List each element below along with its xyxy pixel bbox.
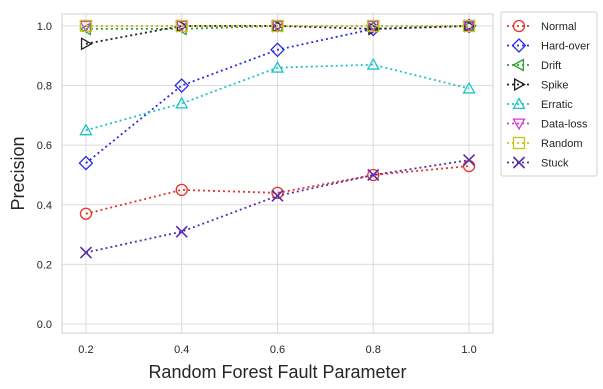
legend-marker [512, 136, 526, 150]
data-point-marker [174, 78, 190, 93]
y-axis-title: Precision [8, 136, 28, 210]
legend-item: Erratic [507, 97, 573, 111]
y-tick-label: 0.0 [37, 319, 52, 331]
data-point-marker [462, 154, 476, 167]
x-tick-label: 0.8 [366, 344, 381, 356]
series-line [85, 25, 470, 45]
data-point-marker [175, 19, 188, 33]
legend-marker [512, 19, 526, 33]
legend-item: Stuck [507, 156, 569, 170]
legend-label: Data-loss [541, 119, 588, 131]
data-point-marker [367, 168, 380, 182]
legend: Normal Hard-over Drift Spike Erratic Data-los… [500, 11, 598, 177]
data-point-marker [175, 96, 189, 109]
legend-item: Spike [507, 77, 569, 92]
data-point-marker [80, 37, 93, 51]
legend-item: Drift [507, 58, 561, 72]
data-point-marker [78, 155, 94, 171]
series-erratic [79, 57, 476, 136]
legend-item: Normal [507, 19, 576, 33]
legend-marker [512, 97, 526, 110]
data-point-marker [79, 19, 93, 33]
data-point-marker [79, 246, 93, 259]
data-point-marker [462, 81, 476, 94]
series-line [85, 63, 470, 132]
data-point-marker [271, 19, 284, 33]
x-tick-label: 0.2 [78, 344, 93, 356]
data-point-marker [270, 60, 285, 73]
data-point-marker [271, 186, 284, 200]
legend-item: Hard-over [507, 38, 590, 53]
series-stuck [79, 154, 476, 259]
x-tick-label: 1.0 [461, 344, 476, 356]
legend-marker [512, 156, 526, 169]
data-point-marker [175, 225, 188, 238]
data-point-marker [366, 57, 380, 70]
data-point-marker [79, 207, 93, 220]
y-tick-label: 0.6 [37, 140, 52, 152]
data-point-marker [367, 168, 380, 182]
legend-label: Spike [541, 80, 569, 92]
data-point-marker [271, 189, 284, 202]
y-tick-label: 0.4 [37, 200, 52, 212]
legend-marker [512, 58, 525, 72]
legend-marker [511, 38, 527, 53]
data-point-marker [79, 20, 93, 33]
legend-box [500, 11, 598, 177]
data-point-marker [175, 20, 189, 33]
data-point-marker [272, 19, 285, 33]
legend-item: Random [507, 136, 583, 150]
data-point-marker [367, 19, 380, 33]
data-point-marker [270, 42, 285, 58]
x-tick-label: 0.6 [270, 344, 285, 356]
series-random [79, 19, 476, 33]
legend-marker [513, 77, 526, 92]
legend-marker [512, 118, 526, 131]
data-point-marker [175, 183, 188, 197]
x-tick-label: 0.4 [174, 344, 189, 356]
tick-labels: 0.2 0.4 0.6 0.8 1.0 0.0 0.2 0.4 0.6 0.8 1.0 [37, 21, 477, 356]
data-point-marker [79, 123, 93, 136]
legend-label: Normal [541, 21, 576, 33]
legend-label: Random [541, 138, 583, 150]
grid [62, 14, 493, 333]
y-tick-label: 0.8 [37, 81, 52, 93]
series-line [85, 165, 470, 215]
data-point-marker [464, 19, 476, 33]
series-layer [78, 18, 477, 259]
x-axis-title: Random Forest Fault Parameter [148, 362, 406, 382]
y-tick-label: 1.0 [37, 21, 52, 33]
legend-label: Erratic [541, 99, 573, 111]
legend-label: Drift [541, 60, 561, 72]
legend-label: Hard-over [541, 41, 590, 53]
data-point-marker [270, 20, 285, 33]
data-point-marker [462, 19, 476, 33]
legend-item: Data-loss [507, 118, 588, 131]
y-tick-label: 0.2 [37, 259, 52, 271]
legend-label: Stuck [541, 158, 569, 170]
